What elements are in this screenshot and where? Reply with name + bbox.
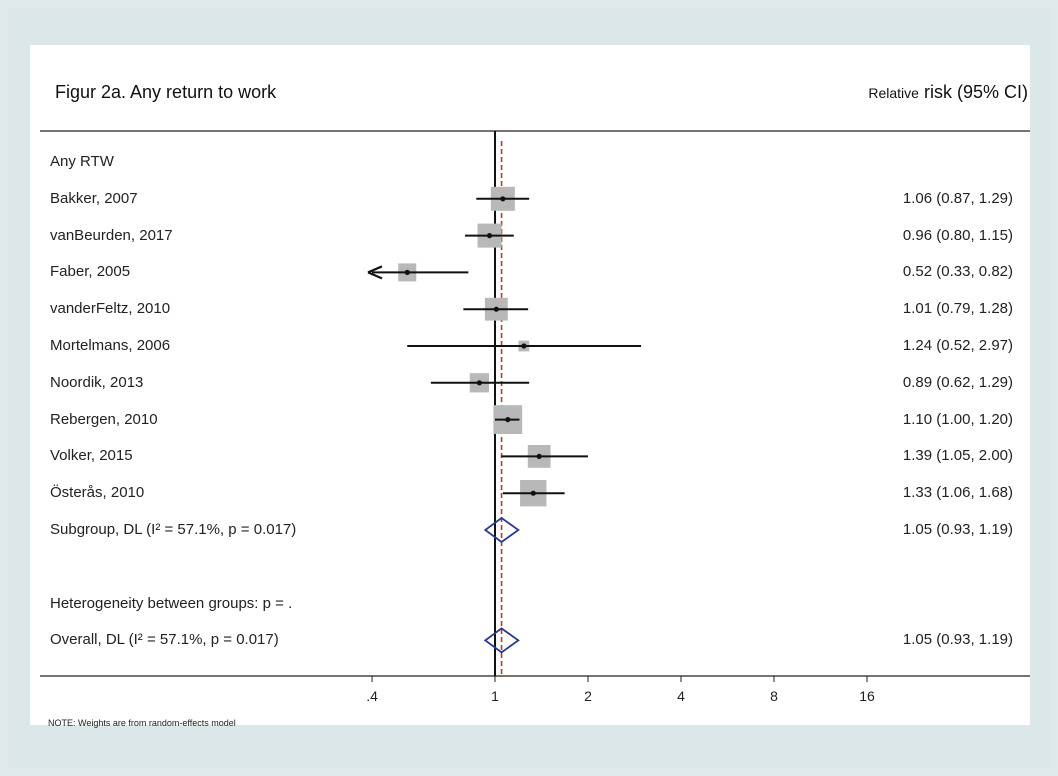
row-label: Any RTW <box>50 153 114 170</box>
study-label: Bakker, 2007 <box>50 189 138 207</box>
effect-estimate-text: 1.06 (0.87, 1.29) <box>902 189 1013 207</box>
study-label: Noordik, 2013 <box>50 373 144 391</box>
pooled-label: Subgroup, DL (I² = 57.1%, p = 0.017) <box>50 521 297 538</box>
chart-title: Figur 2a. Any return to work <box>55 82 277 102</box>
x-tick-label: 8 <box>770 688 778 704</box>
point-estimate <box>404 269 410 275</box>
pooled-diamond <box>483 516 520 544</box>
x-tick-label: 1 <box>491 688 499 704</box>
point-estimate <box>530 490 536 496</box>
point-estimate <box>476 380 482 386</box>
effect-estimate-text: 1.24 (0.52, 2.97) <box>902 337 1013 354</box>
effect-estimate-text: 0.96 (0.80, 1.15) <box>902 226 1013 244</box>
ci-arrow <box>367 265 383 280</box>
pooled-diamond <box>483 627 520 654</box>
study-label: Österås, 2010 <box>50 484 145 502</box>
study-label: vanderFeltz, 2010 <box>50 300 171 318</box>
column-header-effect: Relative risk (95% CI) <box>868 82 1028 103</box>
point-estimate <box>500 196 506 202</box>
study-label: Volker, 2015 <box>50 447 133 465</box>
x-tick-label: 16 <box>859 688 875 704</box>
effect-estimate-text: 1.05 (0.93, 1.19) <box>902 631 1013 649</box>
point-estimate <box>505 417 511 423</box>
point-estimate <box>521 343 527 349</box>
column-header-prefix: Relative <box>868 85 919 101</box>
effect-estimate-text: 1.01 (0.79, 1.28) <box>902 300 1013 318</box>
row-label: Heterogeneity between groups: p = . <box>50 594 293 612</box>
study-label: vanBeurden, 2017 <box>50 226 173 244</box>
figure-card <box>30 45 1030 725</box>
effect-estimate-text: 1.05 (0.93, 1.19) <box>902 521 1013 538</box>
x-tick-label: 4 <box>677 688 685 704</box>
pooled-label: Overall, DL (I² = 57.1%, p = 0.017) <box>50 631 279 649</box>
x-tick-label: .4 <box>366 688 378 704</box>
effect-estimate-text: 1.33 (1.06, 1.68) <box>902 484 1013 502</box>
point-estimate <box>486 233 493 239</box>
effect-estimate-text: 0.89 (0.62, 1.29) <box>902 373 1013 391</box>
footnote: NOTE: Weights are from random-effects mo… <box>48 718 236 728</box>
study-label: Rebergen, 2010 <box>50 410 158 428</box>
column-header-main: risk (95% CI) <box>923 82 1028 102</box>
study-label: Faber, 2005 <box>50 263 131 281</box>
point-estimate <box>493 306 499 312</box>
point-estimate <box>536 453 542 459</box>
study-label: Mortelmans, 2006 <box>50 337 171 354</box>
x-tick-label: 2 <box>584 688 592 704</box>
effect-estimate-text: 1.10 (1.00, 1.20) <box>902 410 1013 428</box>
effect-estimate-text: 1.39 (1.05, 2.00) <box>902 447 1013 465</box>
effect-estimate-text: 0.52 (0.33, 0.82) <box>902 263 1013 281</box>
